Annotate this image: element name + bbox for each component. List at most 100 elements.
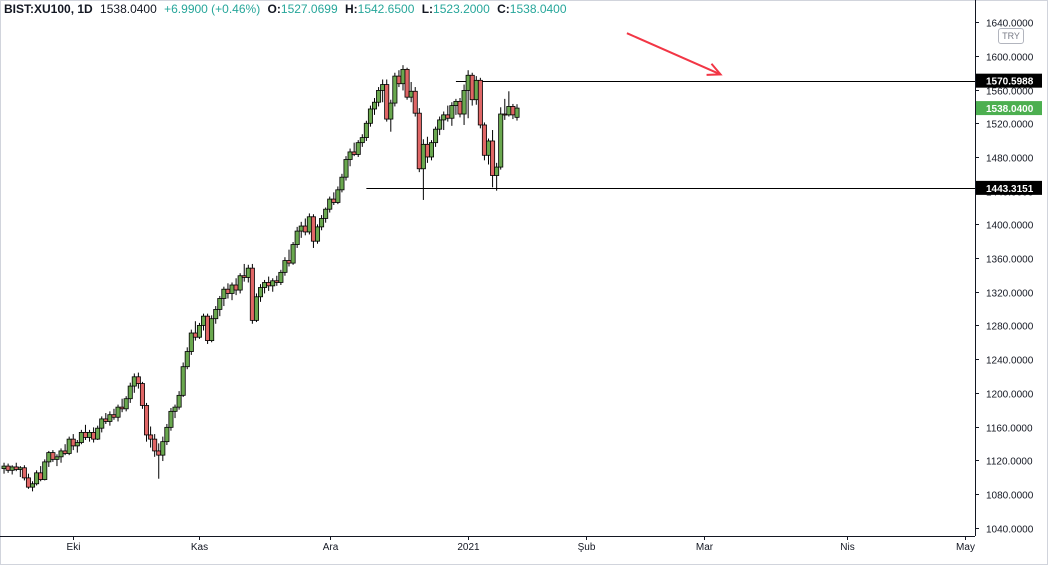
candle-body: [131, 376, 137, 387]
candle-body: [310, 216, 316, 242]
candle-body: [416, 112, 422, 170]
candle-body: [78, 431, 84, 443]
annotation-arrowhead: [706, 63, 723, 76]
candle-body: [404, 68, 410, 98]
candle-body: [335, 189, 341, 203]
candle-body: [380, 84, 386, 91]
y-tick-label: 1640.0000: [986, 19, 1034, 30]
y-tick-label: 1360.0000: [986, 255, 1034, 266]
candle-body: [107, 414, 113, 422]
candle-body: [139, 383, 145, 406]
candle-body: [465, 74, 471, 91]
candle-body: [258, 287, 264, 298]
candle-body: [290, 244, 296, 264]
open-value: 1527.0699: [280, 2, 338, 16]
candle-body: [323, 208, 329, 219]
low-label: L:: [421, 2, 434, 16]
price-badge-label: 1570.5988: [986, 77, 1034, 88]
y-tick-label: 1160.0000: [986, 424, 1033, 435]
candle-body: [196, 325, 202, 338]
candle-body: [249, 267, 255, 321]
candle-body: [54, 456, 60, 460]
candle-body: [498, 113, 504, 168]
candle-body: [253, 296, 259, 321]
candle-body: [343, 159, 349, 178]
candle-body: [17, 467, 23, 470]
y-tick-label: 1040.0000: [986, 525, 1034, 536]
candle-body: [34, 472, 40, 485]
candle-body: [87, 431, 93, 438]
y-tick-label: 1520.0000: [986, 120, 1034, 131]
candle-body: [21, 467, 27, 479]
candle-body: [127, 385, 133, 400]
annotation-arrow: [626, 32, 721, 76]
y-tick-label: 1600.0000: [986, 53, 1034, 64]
candle-body: [82, 431, 88, 438]
candle-body: [490, 140, 496, 176]
candle-body: [164, 426, 170, 443]
candle-body: [315, 226, 321, 242]
candle-body: [437, 119, 443, 130]
candle-body: [192, 332, 198, 338]
candle-body: [144, 405, 150, 436]
candle-body: [70, 438, 76, 447]
candle-body: [469, 74, 475, 101]
candle-body: [424, 143, 430, 158]
open-label: O:: [267, 2, 281, 16]
candle-body: [266, 282, 272, 287]
high-label: H:: [344, 2, 358, 16]
candle-body: [156, 450, 162, 456]
candle-body: [396, 75, 402, 85]
candle-body: [359, 137, 365, 144]
candle-body: [514, 107, 520, 118]
candle-body: [347, 151, 353, 160]
candle-body: [286, 260, 292, 264]
candle-body: [99, 418, 105, 429]
x-tick-label: Eki: [67, 542, 81, 553]
candle-body: [429, 142, 435, 158]
candle-body: [119, 406, 125, 410]
candle-body: [25, 477, 31, 488]
candle-body: [5, 465, 11, 471]
candle-body: [180, 366, 186, 396]
candle-body: [506, 106, 512, 116]
candle-body: [485, 140, 491, 156]
y-tick-label: 1480.0000: [986, 154, 1034, 165]
candle-body: [42, 461, 48, 480]
candle-body: [58, 450, 64, 458]
candle-body: [13, 466, 19, 470]
price-badge-label: 1443.3151: [986, 184, 1034, 195]
candle-body: [282, 260, 288, 273]
y-tick-label: 1120.0000: [986, 457, 1033, 468]
candle-body: [400, 68, 406, 85]
x-tick-label: Mar: [696, 542, 714, 553]
candle-body: [205, 315, 211, 341]
candle-body: [217, 298, 223, 310]
currency-button[interactable]: TRY: [998, 28, 1024, 44]
candle-body: [9, 466, 15, 471]
candle-body: [294, 230, 300, 245]
candle-body: [172, 406, 178, 412]
candle-body: [233, 284, 239, 291]
candle-body: [103, 418, 109, 422]
candle-body: [135, 376, 141, 384]
candle-body: [1, 465, 7, 470]
x-tick-label: Kas: [191, 542, 208, 553]
candle-body: [30, 483, 36, 488]
candle-body: [461, 90, 467, 115]
candle-body: [123, 398, 129, 410]
candle-body: [306, 216, 312, 233]
close-label: C:: [497, 2, 510, 16]
change-value: +6.9900 (+0.46%): [164, 2, 261, 16]
candle-body: [152, 438, 158, 452]
candle-body: [372, 101, 378, 110]
candle-body: [221, 288, 227, 299]
candle-body: [331, 198, 337, 203]
candle-body: [201, 315, 207, 326]
candle-body: [229, 284, 235, 294]
candle-body: [392, 75, 398, 104]
candle-body: [319, 218, 325, 228]
price-badge: [976, 180, 1042, 195]
symbol-label[interactable]: BIST:XU100, 1D: [4, 2, 93, 16]
